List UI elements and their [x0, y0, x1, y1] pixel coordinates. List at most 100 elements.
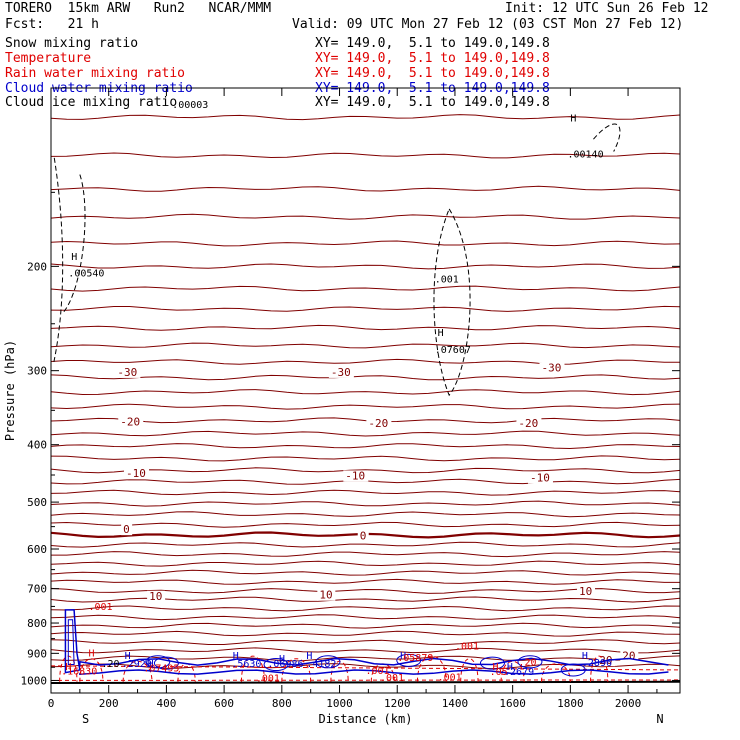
isotherm-line — [50, 185, 681, 192]
contour-label-bg — [539, 362, 565, 374]
legend-temperature: Temperature — [5, 51, 92, 66]
valid-time: Valid: 09 UTC Mon 27 Feb 12 (03 CST Mon … — [292, 17, 684, 32]
rain-contour — [240, 655, 266, 682]
temperature-contour-label: -20 — [518, 417, 538, 430]
legend-cloud-ice: Cloud ice mixing ratio — [5, 95, 178, 110]
x-tick-label: 1000 — [326, 697, 353, 710]
cloud-water-contour — [479, 656, 505, 670]
isotherm-line — [50, 541, 681, 548]
north-end-label: N — [656, 712, 663, 726]
temperature-contour-label: -10 — [126, 467, 146, 480]
isotherm-line — [50, 605, 681, 612]
isotherm-line — [50, 263, 681, 270]
cloud-ice-contour — [433, 208, 471, 397]
max-marker: H — [279, 654, 285, 665]
cloud-water-contour — [315, 655, 341, 669]
extremum-label: .4182 — [306, 659, 336, 670]
cloud-ice-contour — [53, 155, 64, 363]
forecast-hour: Fcst: 21 h — [5, 17, 99, 32]
y-tick-label: 700 — [27, 583, 47, 596]
extremum-label: .00140 — [567, 149, 603, 160]
x-tick-label: 0 — [48, 697, 55, 710]
extremum-label: .20 — [101, 659, 119, 670]
init-time: Init: 12 UTC Sun 26 Feb 12 — [505, 1, 709, 16]
max-marker: H — [71, 252, 77, 263]
legend-snow: Snow mixing ratio — [5, 36, 139, 51]
isotherm-line — [50, 358, 680, 365]
isotherm-line — [50, 647, 681, 654]
isotherm-line — [50, 443, 681, 450]
max-marker: H — [582, 651, 588, 662]
y-tick-label: 500 — [27, 496, 47, 509]
contour-label-bg — [366, 418, 392, 430]
x-tick-label: 400 — [156, 697, 176, 710]
x-tick-label: 1600 — [499, 697, 526, 710]
extremum-label: .001 — [435, 275, 459, 286]
temperature-contour-label: -20 — [120, 416, 140, 429]
y-tick-label: 800 — [27, 617, 47, 630]
cloud-water-contour — [517, 655, 543, 669]
legend-snow-xy: XY= 149.0, 5.1 to 149.0,149.8 — [315, 36, 550, 51]
isotherm-line — [50, 403, 681, 410]
contour-label-bg — [328, 366, 354, 378]
max-marker: H — [492, 662, 498, 673]
isotherm-line — [51, 551, 681, 558]
cloud-water-contour — [153, 656, 179, 670]
isotherm-line — [50, 489, 681, 496]
rain-contour — [122, 660, 153, 682]
cloud-ice-contour — [593, 123, 621, 152]
temperature-contour-label: 10 — [319, 589, 332, 602]
surface-line — [50, 680, 681, 685]
isotherm-line — [50, 389, 681, 396]
isotherm-line — [50, 467, 681, 474]
isotherm-line — [50, 342, 681, 349]
extremum-label: .16830 — [61, 667, 97, 678]
temperature-contour-label: 0 — [360, 530, 367, 543]
temperature-contour-label: 10 — [149, 590, 162, 603]
extremum-label: .001 — [256, 674, 280, 685]
y-tick-label: 600 — [27, 543, 47, 556]
cloud-water-contour — [79, 657, 669, 666]
isotherm-line — [50, 655, 681, 662]
cloud-water-contour — [64, 609, 81, 674]
isotherm-line — [50, 114, 681, 121]
temperature-contour-label: -30 — [331, 366, 351, 379]
y-tick-label: 400 — [27, 439, 47, 452]
contour-label-bg — [620, 650, 639, 662]
x-tick-label: 2000 — [615, 697, 642, 710]
contour-label-bg — [124, 468, 150, 480]
contour-label-bg — [121, 524, 133, 536]
isotherm-line — [50, 511, 681, 518]
extremum-label: .001 — [455, 642, 479, 653]
contour-label-bg — [516, 418, 542, 430]
isotherm-line — [50, 240, 681, 247]
extremum-label: .07495 — [143, 663, 179, 674]
x-tick-label: 1200 — [384, 697, 411, 710]
temperature-contour-label: -10 — [345, 469, 365, 482]
rain-contour — [500, 661, 525, 682]
extremum-label: .001 — [438, 672, 462, 683]
max-marker: H — [125, 651, 131, 662]
cloud-water-contour — [263, 658, 289, 672]
contour-label-bg — [527, 472, 553, 484]
isotherm-line — [50, 630, 681, 637]
isotherm-line — [50, 521, 681, 528]
plot-frame — [50, 87, 681, 694]
isotherm-line — [50, 213, 681, 220]
legend-cloud-ice-xy: XY= 149.0, 5.1 to 149.0,149.8 — [315, 95, 550, 110]
extremum-label: .07607 — [435, 345, 471, 356]
y-tick-label: 200 — [27, 260, 47, 273]
contour-label-bg — [357, 530, 369, 542]
contour-label-bg — [115, 366, 141, 378]
isotherm-line — [50, 622, 681, 629]
extremum-label: .05879 — [397, 653, 433, 664]
isotherm-line — [50, 324, 681, 331]
max-marker: H — [148, 659, 154, 670]
extremum-label: .001 — [89, 602, 113, 613]
extremum-label: .06986 — [267, 659, 303, 670]
temperature-contour-label: -20 — [368, 417, 388, 430]
extremum-label: .00540 — [68, 268, 104, 279]
rain-contour — [460, 658, 479, 682]
isotherm-line — [50, 500, 681, 507]
temperature-contour-label: -30 — [117, 366, 137, 379]
